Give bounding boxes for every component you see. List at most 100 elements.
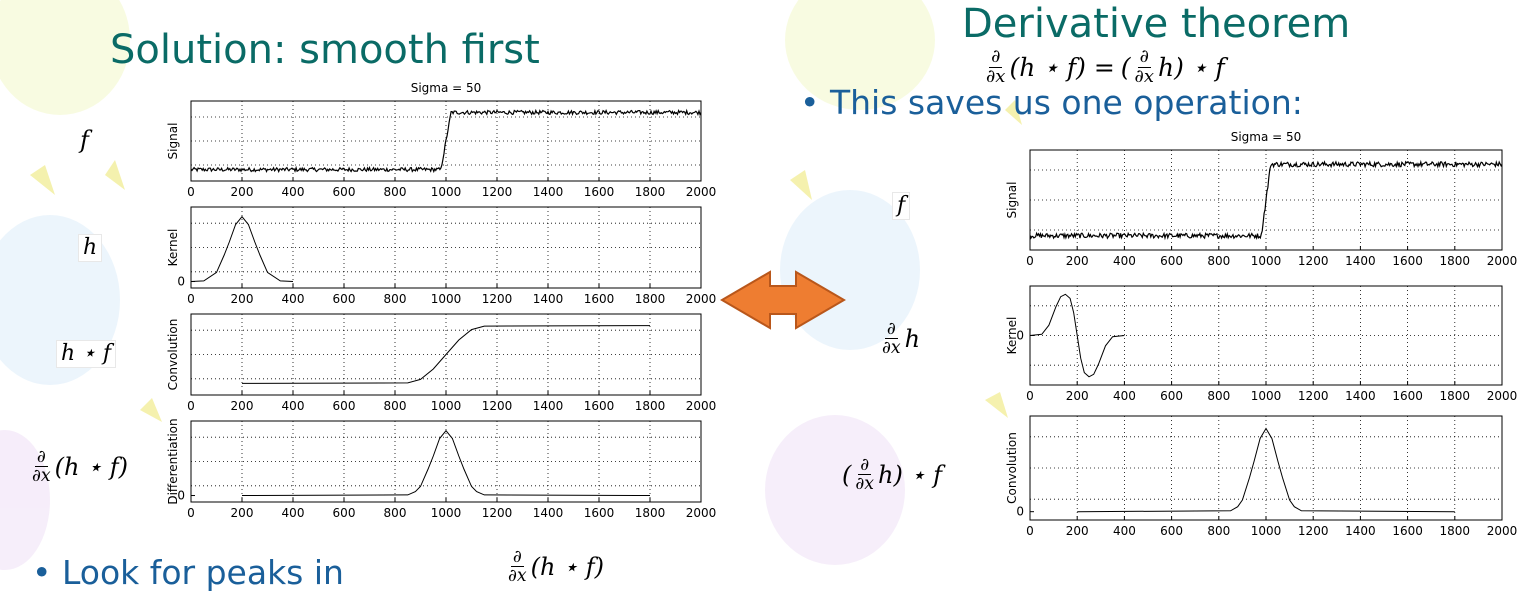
x-tick-label: 2000: [686, 292, 717, 306]
y-axis-label: Differentiation: [166, 418, 180, 504]
theorem-lhs: (h ⋆ f) =: [1009, 52, 1115, 82]
x-tick-label: 400: [282, 185, 305, 199]
data-series-line: [241, 429, 651, 496]
x-tick-label: 1400: [533, 292, 564, 306]
label-derivative-h-conv-f-right: ( ∂ ∂x h) ⋆ f: [842, 455, 943, 495]
x-tick-label: 2000: [686, 185, 717, 199]
bullet-saves-operation: • This saves us one operation:: [800, 83, 1303, 122]
balloon-purple-right: [765, 415, 905, 565]
x-tick-label: 1800: [1440, 524, 1471, 538]
y-tick-label: 0: [1016, 329, 1024, 343]
x-tick-label: 0: [1026, 524, 1034, 538]
x-tick-label: 400: [1113, 524, 1136, 538]
right-slide-title: Derivative theorem: [962, 1, 1351, 47]
x-tick-label: 400: [1113, 389, 1136, 403]
y-axis-label: Convolution: [1005, 432, 1019, 504]
x-tick-label: 2000: [1487, 254, 1518, 268]
x-tick-label: 2000: [1487, 389, 1518, 403]
left-slide-title: Solution: smooth first: [110, 27, 540, 73]
x-tick-label: 800: [384, 399, 407, 413]
x-tick-label: 2000: [686, 506, 717, 520]
x-tick-label: 1800: [635, 506, 666, 520]
x-tick-label: 1600: [584, 292, 615, 306]
confetti: [105, 160, 125, 190]
x-tick-label: 200: [1066, 254, 1089, 268]
y-axis-label: Kernel: [166, 229, 180, 267]
theorem-derivative-2: ∂ ∂x: [1134, 46, 1155, 87]
theorem-equation: ∂ ∂x (h ⋆ f) = ( ∂ ∂x h) ⋆ f: [986, 46, 1225, 87]
x-tick-label: 600: [1160, 389, 1183, 403]
confetti: [140, 398, 162, 422]
label-derivative-h-conv-f-left: ∂ ∂x (h ⋆ f): [32, 447, 129, 487]
x-tick-label: 1000: [1251, 524, 1282, 538]
x-tick-label: 0: [187, 292, 195, 306]
x-tick-label: 1200: [482, 185, 513, 199]
plot-suptitle: Sigma = 50: [411, 81, 482, 95]
y-tick-label: 0: [177, 489, 185, 503]
x-tick-label: 1400: [1345, 524, 1376, 538]
confetti: [1005, 100, 1022, 125]
data-series-line: [1077, 427, 1455, 513]
x-tick-label: 800: [384, 506, 407, 520]
x-tick-label: 1800: [635, 292, 666, 306]
bottom-derivative-expression: ∂ ∂x (h ⋆ f): [508, 547, 605, 587]
x-tick-label: 1200: [1298, 254, 1329, 268]
x-tick-label: 1000: [431, 506, 462, 520]
x-tick-label: 800: [384, 292, 407, 306]
x-tick-label: 600: [333, 399, 356, 413]
x-tick-label: 1000: [431, 292, 462, 306]
x-tick-label: 1200: [1298, 524, 1329, 538]
x-tick-label: 0: [1026, 389, 1034, 403]
x-tick-label: 1200: [482, 399, 513, 413]
x-tick-label: 1000: [431, 399, 462, 413]
x-tick-label: 200: [231, 185, 254, 199]
x-tick-label: 400: [282, 399, 305, 413]
data-series-line: [190, 215, 294, 282]
x-tick-label: 0: [1026, 254, 1034, 268]
bullet-look-for-peaks: • Look for peaks in: [32, 553, 344, 592]
x-tick-label: 1600: [1392, 254, 1423, 268]
x-tick-label: 1800: [1440, 254, 1471, 268]
x-tick-label: 2000: [1487, 524, 1518, 538]
data-series-line: [241, 325, 651, 384]
x-tick-label: 800: [384, 185, 407, 199]
x-tick-label: 1600: [584, 399, 615, 413]
x-tick-label: 200: [231, 292, 254, 306]
x-tick-label: 1200: [482, 506, 513, 520]
x-tick-label: 0: [187, 185, 195, 199]
y-axis-label: Convolution: [166, 319, 180, 391]
y-axis-label: Kernel: [1005, 317, 1019, 355]
y-tick-label: 0: [1016, 505, 1024, 519]
confetti: [985, 392, 1008, 418]
x-tick-label: 400: [282, 292, 305, 306]
x-tick-label: 200: [231, 399, 254, 413]
x-tick-label: 600: [1160, 524, 1183, 538]
x-tick-label: 400: [282, 506, 305, 520]
data-series-line: [1029, 293, 1125, 378]
x-tick-label: 1600: [584, 506, 615, 520]
plot-suptitle: Sigma = 50: [1231, 130, 1302, 144]
x-tick-label: 1000: [1251, 254, 1282, 268]
data-series-line: [1029, 159, 1503, 241]
x-tick-label: 800: [1207, 254, 1230, 268]
x-tick-label: 1400: [1345, 254, 1376, 268]
label-h-conv-f-left: h ⋆ f: [56, 340, 117, 368]
x-tick-label: 1000: [1251, 389, 1282, 403]
confetti: [790, 170, 812, 200]
x-tick-label: 1200: [1298, 389, 1329, 403]
confetti: [30, 165, 55, 195]
x-tick-label: 1800: [635, 399, 666, 413]
x-tick-label: 0: [187, 506, 195, 520]
x-tick-label: 2000: [686, 399, 717, 413]
x-tick-label: 200: [231, 506, 254, 520]
y-axis-label: Signal: [166, 123, 180, 160]
balloon-yellow-right: [785, 0, 935, 110]
balloon-yellow-left: [0, 0, 130, 115]
y-axis-label: Signal: [1005, 182, 1019, 219]
x-tick-label: 200: [1066, 524, 1089, 538]
y-tick-label: 0: [177, 275, 185, 289]
theorem-rhs: h) ⋆ f: [1158, 52, 1225, 82]
x-tick-label: 1400: [1345, 389, 1376, 403]
x-tick-label: 600: [333, 185, 356, 199]
